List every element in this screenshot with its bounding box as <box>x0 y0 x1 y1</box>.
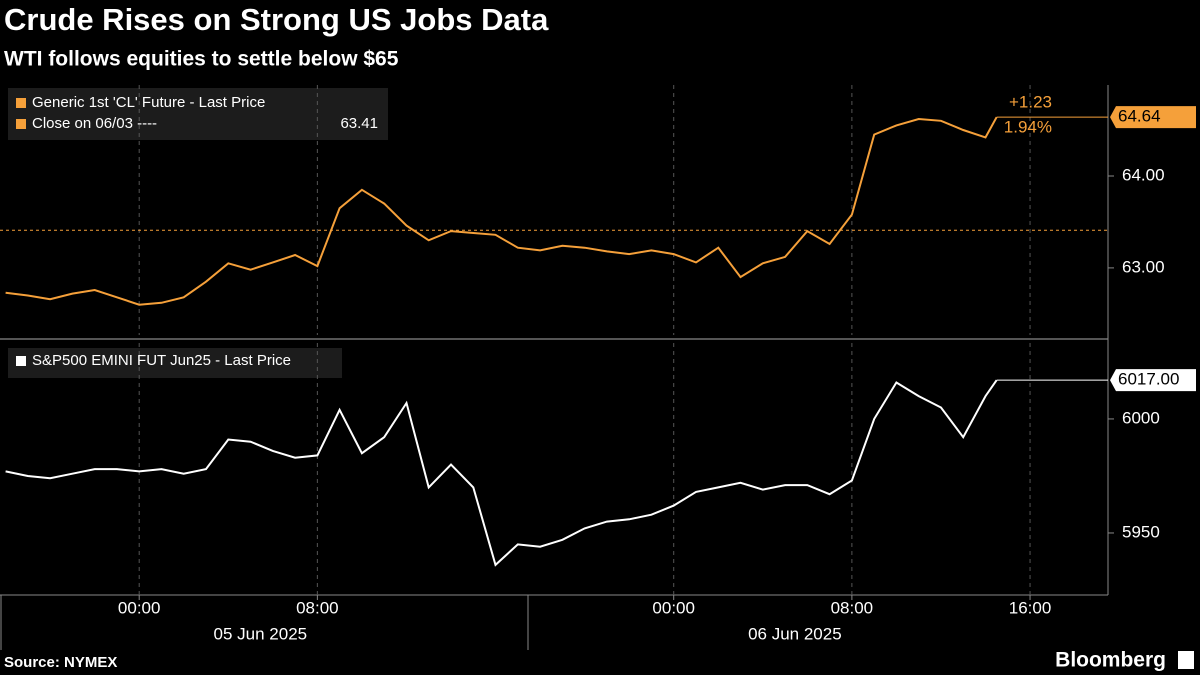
annotation: 1.94% <box>1004 118 1052 137</box>
legend-label: Generic 1st 'CL' Future - Last Price <box>32 94 265 111</box>
series-line <box>5 116 998 306</box>
last-value-label: 6017.00 <box>1118 370 1179 389</box>
y-tick-label: 5950 <box>1122 522 1160 541</box>
y-tick-label: 63.00 <box>1122 257 1165 276</box>
legend-box <box>8 348 342 378</box>
x-tick-label: 08:00 <box>831 598 874 617</box>
legend-swatch <box>16 356 26 366</box>
last-value-box <box>1110 106 1196 129</box>
legend-swatch <box>16 119 26 129</box>
chart-title: Crude Rises on Strong US Jobs Data <box>4 2 549 37</box>
last-value-box <box>1110 369 1196 392</box>
source: Source: NYMEX <box>4 654 117 671</box>
x-date-label: 06 Jun 2025 <box>748 624 842 643</box>
x-tick-label: 16:00 <box>1009 598 1052 617</box>
series-line <box>5 379 998 567</box>
brand: Bloomberg <box>1055 649 1166 672</box>
y-tick-label: 6000 <box>1122 408 1160 427</box>
legend-swatch <box>16 98 26 108</box>
legend-box <box>8 88 388 140</box>
annotation: +1.23 <box>1009 93 1052 112</box>
x-tick-label: 08:00 <box>296 598 339 617</box>
x-tick-label: 00:00 <box>652 598 695 617</box>
chart-subtitle: WTI follows equities to settle below $65 <box>4 48 399 71</box>
y-tick-label: 64.00 <box>1122 165 1165 184</box>
x-tick-label: 00:00 <box>118 598 161 617</box>
last-value-label: 64.64 <box>1118 107 1161 126</box>
legend-value: 63.41 <box>340 115 378 132</box>
legend-label: Close on 06/03 ---- <box>32 115 157 132</box>
brand-logo <box>1178 651 1194 669</box>
legend-label: S&P500 EMINI FUT Jun25 - Last Price <box>32 352 291 369</box>
x-date-label: 05 Jun 2025 <box>214 624 308 643</box>
